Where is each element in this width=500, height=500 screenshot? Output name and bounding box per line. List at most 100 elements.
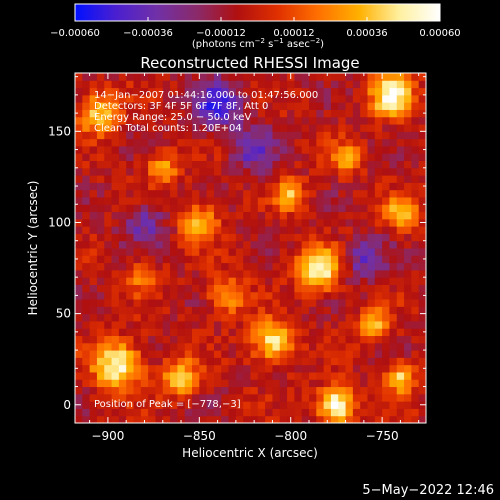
heatmap-cell — [367, 87, 376, 96]
heatmap-cell — [287, 401, 295, 409]
heatmap-cell — [330, 386, 339, 395]
heatmap-cell — [170, 182, 178, 191]
heatmap-cell — [404, 94, 412, 103]
heatmap-cell — [213, 277, 222, 285]
heatmap-cell — [75, 145, 83, 154]
heatmap-cell — [118, 87, 127, 96]
heatmap-cell — [382, 87, 390, 96]
heatmap-cell — [155, 204, 164, 213]
heatmap-cell — [352, 226, 361, 234]
heatmap-cell — [155, 415, 164, 424]
heatmap-cell — [265, 240, 273, 249]
heatmap-cell — [301, 299, 310, 307]
heatmap-cell — [235, 233, 244, 242]
heatmap-cell — [104, 255, 113, 264]
heatmap-cell — [411, 291, 420, 300]
heatmap-cell — [96, 189, 105, 198]
heatmap-cell — [192, 80, 200, 89]
heatmap-cell — [294, 211, 303, 220]
heatmap-cell — [294, 350, 303, 358]
heatmap-cell — [250, 102, 259, 110]
heatmap-cell — [155, 138, 164, 147]
heatmap-cell — [104, 342, 113, 351]
heatmap-cell — [382, 350, 390, 358]
heatmap-cell — [199, 335, 208, 344]
heatmap-cell — [104, 196, 113, 205]
heatmap-cell — [330, 87, 339, 96]
heatmap-cell — [396, 189, 405, 198]
heatmap-cell — [352, 73, 361, 81]
heatmap-cell — [360, 342, 368, 351]
heatmap-cell — [206, 306, 215, 315]
heatmap-cell — [418, 102, 427, 110]
heatmap-cell — [250, 401, 259, 409]
heatmap-cell — [418, 342, 427, 351]
heatmap-cell — [279, 80, 288, 89]
heatmap-cell — [104, 211, 113, 220]
heatmap-cell — [404, 262, 412, 271]
heatmap-cell — [140, 182, 149, 191]
heatmap-cell — [279, 342, 288, 351]
heatmap-cell — [404, 145, 412, 154]
heatmap-cell — [345, 182, 354, 191]
heatmap-cell — [411, 73, 420, 81]
heatmap-cell — [170, 401, 178, 409]
heatmap-cell — [279, 87, 288, 96]
heatmap-cell — [118, 102, 127, 110]
heatmap-cell — [75, 226, 83, 234]
heatmap-cell — [104, 153, 113, 161]
heatmap-cell — [155, 240, 164, 249]
heatmap-cell — [418, 211, 427, 220]
heatmap-cell — [192, 306, 200, 315]
heatmap-cell — [257, 357, 266, 366]
heatmap-cell — [235, 255, 244, 264]
heatmap-cell — [257, 196, 266, 205]
heatmap-cell — [389, 342, 398, 351]
heatmap-cell — [206, 299, 215, 307]
heatmap-cell — [206, 291, 215, 300]
heatmap-cell — [206, 313, 215, 322]
heatmap-cell — [352, 291, 361, 300]
heatmap-cell — [104, 116, 113, 125]
heatmap-cell — [338, 328, 347, 336]
heatmap-cell — [118, 124, 127, 132]
heatmap-cell — [104, 320, 113, 329]
heatmap-cell — [243, 277, 251, 285]
heatmap-cell — [309, 218, 317, 227]
heatmap-cell — [89, 73, 98, 81]
heatmap-cell — [221, 350, 230, 358]
heatmap-cell — [162, 153, 171, 161]
heatmap-cell — [133, 109, 142, 118]
heatmap-cell — [184, 342, 193, 351]
heatmap-cell — [330, 94, 339, 103]
heatmap-cell — [367, 269, 376, 278]
heatmap-cell — [170, 189, 178, 198]
heatmap-cell — [126, 167, 134, 176]
heatmap-cell — [338, 379, 347, 388]
heatmap-cell — [279, 262, 288, 271]
heatmap-cell — [345, 160, 354, 169]
heatmap-cell — [235, 153, 244, 161]
heatmap-cell — [389, 415, 398, 424]
heatmap-cell — [111, 145, 120, 154]
heatmap-cell — [96, 226, 105, 234]
heatmap-cell — [221, 160, 230, 169]
heatmap-cell — [272, 116, 281, 125]
heatmap-cell — [82, 269, 91, 278]
heatmap-cell — [360, 386, 368, 395]
heatmap-cell — [323, 204, 332, 213]
heatmap-cell — [228, 393, 237, 402]
heatmap-cell — [192, 386, 200, 395]
heatmap-cell — [345, 153, 354, 161]
heatmap-cell — [272, 167, 281, 176]
heatmap-cell — [279, 269, 288, 278]
heatmap-cell — [177, 284, 186, 293]
heatmap-cell — [75, 386, 83, 395]
heatmap-cell — [316, 306, 325, 315]
heatmap-cell — [140, 415, 149, 424]
heatmap-cell — [396, 182, 405, 191]
heatmap-cell — [199, 211, 208, 220]
heatmap-cell — [338, 350, 347, 358]
heatmap-cell — [89, 364, 98, 373]
heatmap-cell — [162, 109, 171, 118]
